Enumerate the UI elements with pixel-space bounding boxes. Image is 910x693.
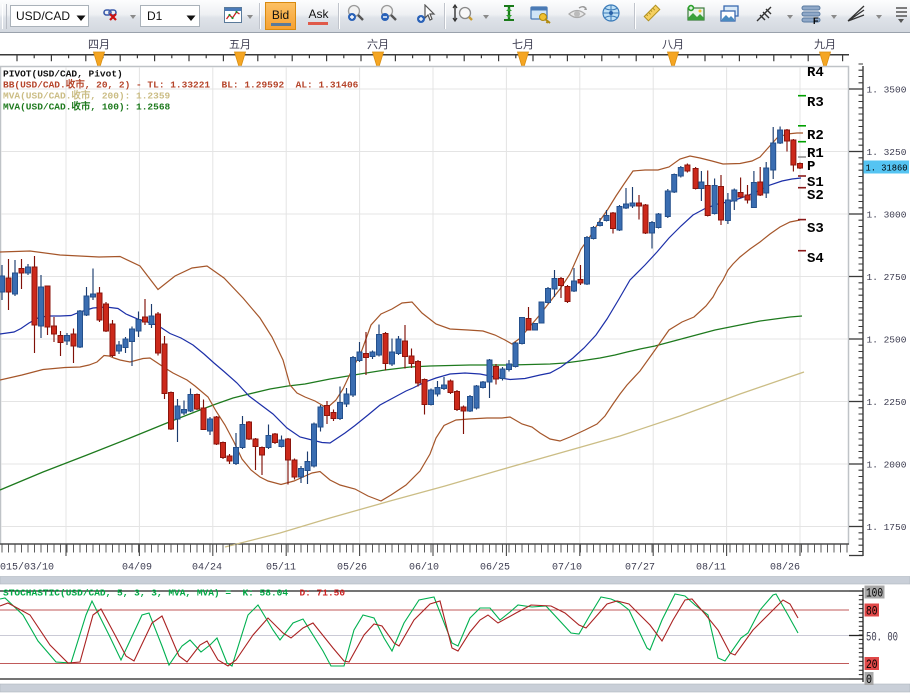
svg-text:S2: S2 [807, 188, 824, 204]
svg-text:R4: R4 [807, 65, 824, 81]
svg-text:P: P [807, 159, 815, 175]
svg-text:07/10: 07/10 [552, 562, 582, 574]
svg-text:九月: 九月 [814, 38, 836, 51]
svg-text:05/26: 05/26 [337, 562, 367, 574]
svg-text:100: 100 [866, 586, 883, 601]
svg-text:R2: R2 [807, 128, 824, 144]
svg-text:R3: R3 [807, 95, 824, 111]
svg-text:七月: 七月 [512, 38, 534, 51]
svg-text:MVA(USD/CAD.收市, 100): 1.2568: MVA(USD/CAD.收市, 100): 1.2568 [3, 101, 171, 113]
svg-text:04/09: 04/09 [122, 562, 152, 574]
svg-text:06/25: 06/25 [480, 562, 510, 574]
svg-text:STOCHASTIC(USD/CAD, 5, 3, 3, M: STOCHASTIC(USD/CAD, 5, 3, 3, MVA, MVA) =… [3, 588, 345, 599]
svg-text:F: F [813, 16, 819, 26]
svg-text:1. 2500: 1. 2500 [867, 335, 907, 346]
svg-text:八月: 八月 [662, 39, 684, 51]
svg-text:80: 80 [866, 604, 878, 619]
svg-text:1. 2000: 1. 2000 [867, 460, 907, 471]
svg-text:四月: 四月 [88, 39, 110, 51]
svg-text:08/11: 08/11 [696, 562, 726, 574]
svg-text:04/24: 04/24 [192, 562, 222, 574]
svg-text:BB(USD/CAD.收市, 20, 2) - TL: 1.: BB(USD/CAD.收市, 20, 2) - TL: 1.33221 BL: … [3, 79, 359, 91]
svg-text:20: 20 [866, 657, 878, 672]
svg-text:1. 1750: 1. 1750 [867, 522, 907, 533]
svg-text:R1: R1 [807, 146, 824, 162]
svg-text:1. 3000: 1. 3000 [867, 210, 907, 221]
svg-text:五月: 五月 [229, 39, 251, 51]
svg-text:1. 2750: 1. 2750 [867, 272, 907, 283]
svg-text:1. 3500: 1. 3500 [867, 85, 907, 96]
svg-text:1. 3250: 1. 3250 [867, 147, 907, 158]
svg-text:05/11: 05/11 [266, 562, 296, 574]
svg-text:08/26: 08/26 [770, 562, 800, 574]
svg-text:1. 2250: 1. 2250 [867, 397, 907, 408]
svg-text:07/27: 07/27 [625, 562, 655, 574]
svg-text:S4: S4 [807, 251, 824, 267]
svg-text:0: 0 [866, 672, 872, 687]
svg-text:2015/03/10: 2015/03/10 [0, 562, 54, 574]
svg-text:50. 00: 50. 00 [866, 630, 898, 645]
svg-text:六月: 六月 [367, 38, 389, 51]
svg-text:MVA(USD/CAD.收市, 200): 1.2359: MVA(USD/CAD.收市, 200): 1.2359 [3, 90, 171, 102]
svg-text:PIVOT(USD/CAD, Pivot): PIVOT(USD/CAD, Pivot) [3, 69, 123, 80]
svg-text:S1: S1 [807, 175, 824, 191]
svg-text:06/10: 06/10 [409, 562, 439, 574]
svg-text:1. 31860: 1. 31860 [866, 163, 908, 174]
svg-text:S3: S3 [807, 221, 824, 237]
